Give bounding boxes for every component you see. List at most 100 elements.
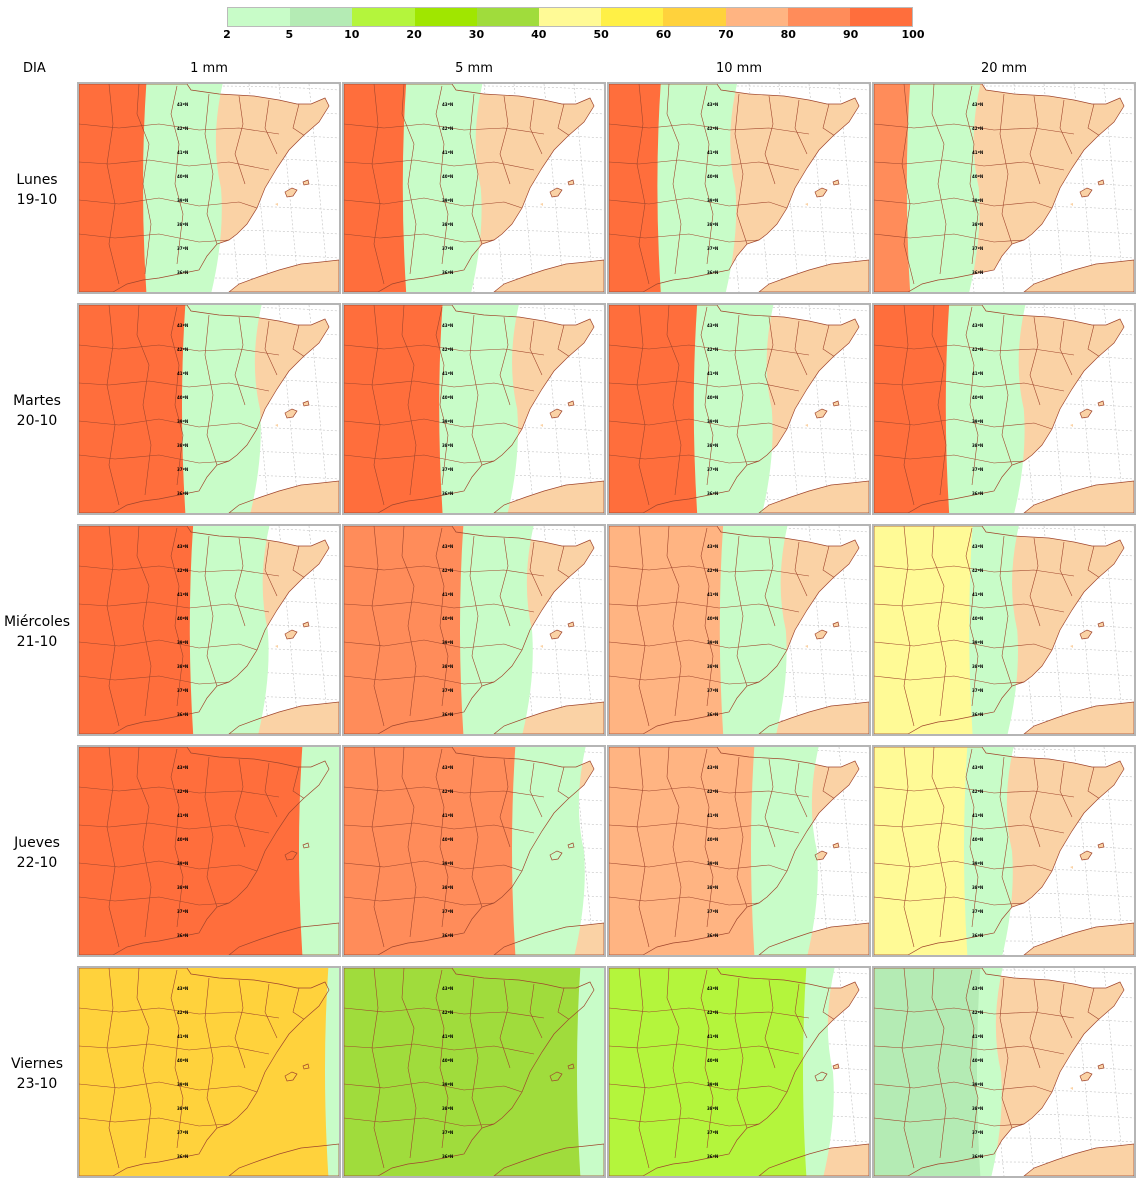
latitude-label: 39ºN bbox=[177, 1082, 188, 1087]
row-label-miercoles: Miércoles 21-10 bbox=[0, 612, 74, 652]
coastline bbox=[79, 84, 339, 292]
province-borders bbox=[344, 84, 571, 285]
latitude-label: 41ºN bbox=[177, 150, 188, 155]
province-borders bbox=[344, 968, 571, 1169]
latitude-label: 40ºN bbox=[177, 837, 188, 842]
probability-field bbox=[874, 968, 1003, 1176]
province-borders bbox=[79, 968, 306, 1169]
latitude-label: 39ºN bbox=[442, 640, 453, 645]
column-header-5mm: 5 mm bbox=[455, 61, 493, 76]
latitude-label: 38ºN bbox=[442, 664, 453, 669]
latitude-label: 37ºN bbox=[707, 1130, 718, 1135]
latitude-label: 42ºN bbox=[177, 1010, 188, 1015]
legend-tick-label: 60 bbox=[655, 28, 672, 41]
latitude-label: 36ºN bbox=[707, 1154, 718, 1159]
latitude-label: 39ºN bbox=[707, 861, 718, 866]
latitude-label: 38ºN bbox=[442, 222, 453, 227]
probability-map: 43ºN 42ºN 41ºN 40ºN 39ºN 38ºN 37ºN 36ºN bbox=[609, 84, 869, 292]
latitude-label: 42ºN bbox=[707, 568, 718, 573]
legend-swatch bbox=[663, 8, 726, 26]
probability-map-panel: 43ºN 42ºN 41ºN 40ºN 39ºN 38ºN 37ºN 36ºN bbox=[607, 303, 871, 515]
probability-map: 43ºN 42ºN 41ºN 40ºN 39ºN 38ºN 37ºN 36ºN bbox=[344, 526, 604, 734]
latitude-label: 39ºN bbox=[442, 198, 453, 203]
probability-map-panel: 43ºN 42ºN 41ºN 40ºN 39ºN 38ºN 37ºN 36ºN bbox=[607, 966, 871, 1178]
province-borders bbox=[874, 84, 1101, 285]
province-borders bbox=[79, 747, 306, 948]
latitude-label: 42ºN bbox=[442, 789, 453, 794]
latitude-label: 37ºN bbox=[707, 467, 718, 472]
latitude-label: 43ºN bbox=[972, 765, 983, 770]
probability-field bbox=[79, 305, 262, 513]
probability-map: 43ºN 42ºN 41ºN 40ºN 39ºN 38ºN 37ºN 36ºN bbox=[874, 968, 1134, 1176]
legend-tick-label: 10 bbox=[344, 28, 360, 41]
latitude-label: 41ºN bbox=[707, 1034, 718, 1039]
latitude-label: 37ºN bbox=[707, 688, 718, 693]
row-day: Viernes bbox=[10, 1056, 64, 1072]
latitude-label: 37ºN bbox=[442, 246, 453, 251]
probability-map-panel: 43ºN 42ºN 41ºN 40ºN 39ºN 38ºN 37ºN 36ºN bbox=[342, 303, 606, 515]
province-borders bbox=[79, 84, 306, 285]
coastline bbox=[344, 84, 604, 292]
coastline bbox=[344, 526, 604, 734]
latitude-label: 40ºN bbox=[442, 395, 453, 400]
latitude-label: 38ºN bbox=[707, 664, 718, 669]
latitude-label: 39ºN bbox=[707, 1082, 718, 1087]
legend-tick-label: 100 bbox=[901, 28, 925, 41]
coastline bbox=[344, 305, 604, 513]
probability-map: 43ºN 42ºN 41ºN 40ºN 39ºN 38ºN 37ºN 36ºN bbox=[344, 968, 604, 1176]
latitude-label: 42ºN bbox=[972, 789, 983, 794]
legend-tick-label: 30 bbox=[468, 28, 485, 41]
latitude-label: 40ºN bbox=[707, 395, 718, 400]
row-day: Jueves bbox=[14, 835, 60, 851]
province-borders bbox=[874, 305, 1101, 506]
row-day: Martes bbox=[13, 393, 61, 409]
latitude-label: 38ºN bbox=[177, 222, 188, 227]
latitude-label: 42ºN bbox=[707, 789, 718, 794]
legend-tick-label: 80 bbox=[780, 28, 796, 41]
legend-swatch bbox=[290, 8, 353, 26]
probability-map-panel: 43ºN 42ºN 41ºN 40ºN 39ºN 38ºN 37ºN 36ºN bbox=[872, 82, 1136, 294]
probability-map: 43ºN 42ºN 41ºN 40ºN 39ºN 38ºN 37ºN 36ºN bbox=[609, 968, 869, 1176]
latitude-label: 42ºN bbox=[707, 1010, 718, 1015]
probability-map: 43ºN 42ºN 41ºN 40ºN 39ºN 38ºN 37ºN 36ºN bbox=[874, 747, 1134, 955]
latitude-label: 36ºN bbox=[972, 491, 983, 496]
latitude-label: 36ºN bbox=[177, 1154, 188, 1159]
probability-field bbox=[609, 305, 774, 513]
province-borders bbox=[344, 747, 571, 948]
legend-colorbar bbox=[227, 7, 913, 27]
probability-map-panel: 43ºN 42ºN 41ºN 40ºN 39ºN 38ºN 37ºN 36ºN bbox=[342, 966, 606, 1178]
latitude-label: 39ºN bbox=[972, 419, 983, 424]
latitude-label: 41ºN bbox=[442, 592, 453, 597]
legend-tick-label: 20 bbox=[406, 28, 422, 41]
row-date: 20-10 bbox=[16, 413, 58, 429]
coastline bbox=[609, 968, 869, 1176]
probability-map-panel: 43ºN 42ºN 41ºN 40ºN 39ºN 38ºN 37ºN 36ºN bbox=[342, 745, 606, 957]
latitude-label: 39ºN bbox=[442, 1082, 453, 1087]
probability-map-panel: 43ºN 42ºN 41ºN 40ºN 39ºN 38ºN 37ºN 36ºN bbox=[342, 82, 606, 294]
probability-map: 43ºN 42ºN 41ºN 40ºN 39ºN 38ºN 37ºN 36ºN bbox=[874, 84, 1134, 292]
latitude-label: 36ºN bbox=[707, 712, 718, 717]
latitude-label: 42ºN bbox=[177, 126, 188, 131]
coastline bbox=[609, 84, 869, 292]
coastline bbox=[874, 526, 1134, 734]
latitude-label: 36ºN bbox=[972, 1154, 983, 1159]
coastline bbox=[344, 968, 604, 1176]
latitude-label: 41ºN bbox=[177, 1034, 188, 1039]
latitude-label: 41ºN bbox=[972, 150, 983, 155]
latitude-label: 36ºN bbox=[707, 270, 718, 275]
latitude-label: 42ºN bbox=[707, 126, 718, 131]
probability-field bbox=[344, 84, 483, 292]
latitude-label: 38ºN bbox=[972, 222, 983, 227]
province-borders bbox=[874, 747, 1101, 948]
latitude-label: 37ºN bbox=[442, 909, 453, 914]
latitude-label: 41ºN bbox=[177, 371, 188, 376]
province-borders bbox=[874, 526, 1101, 727]
probability-map: 43ºN 42ºN 41ºN 40ºN 39ºN 38ºN 37ºN 36ºN bbox=[79, 84, 339, 292]
latitude-label: 39ºN bbox=[707, 198, 718, 203]
row-label-jueves: Jueves 22-10 bbox=[0, 833, 74, 873]
probability-field bbox=[609, 84, 738, 292]
probability-map-panel: 43ºN 42ºN 41ºN 40ºN 39ºN 38ºN 37ºN 36ºN bbox=[872, 303, 1136, 515]
province-borders bbox=[344, 526, 571, 727]
latitude-label: 36ºN bbox=[442, 1154, 453, 1159]
province-borders bbox=[609, 968, 836, 1169]
